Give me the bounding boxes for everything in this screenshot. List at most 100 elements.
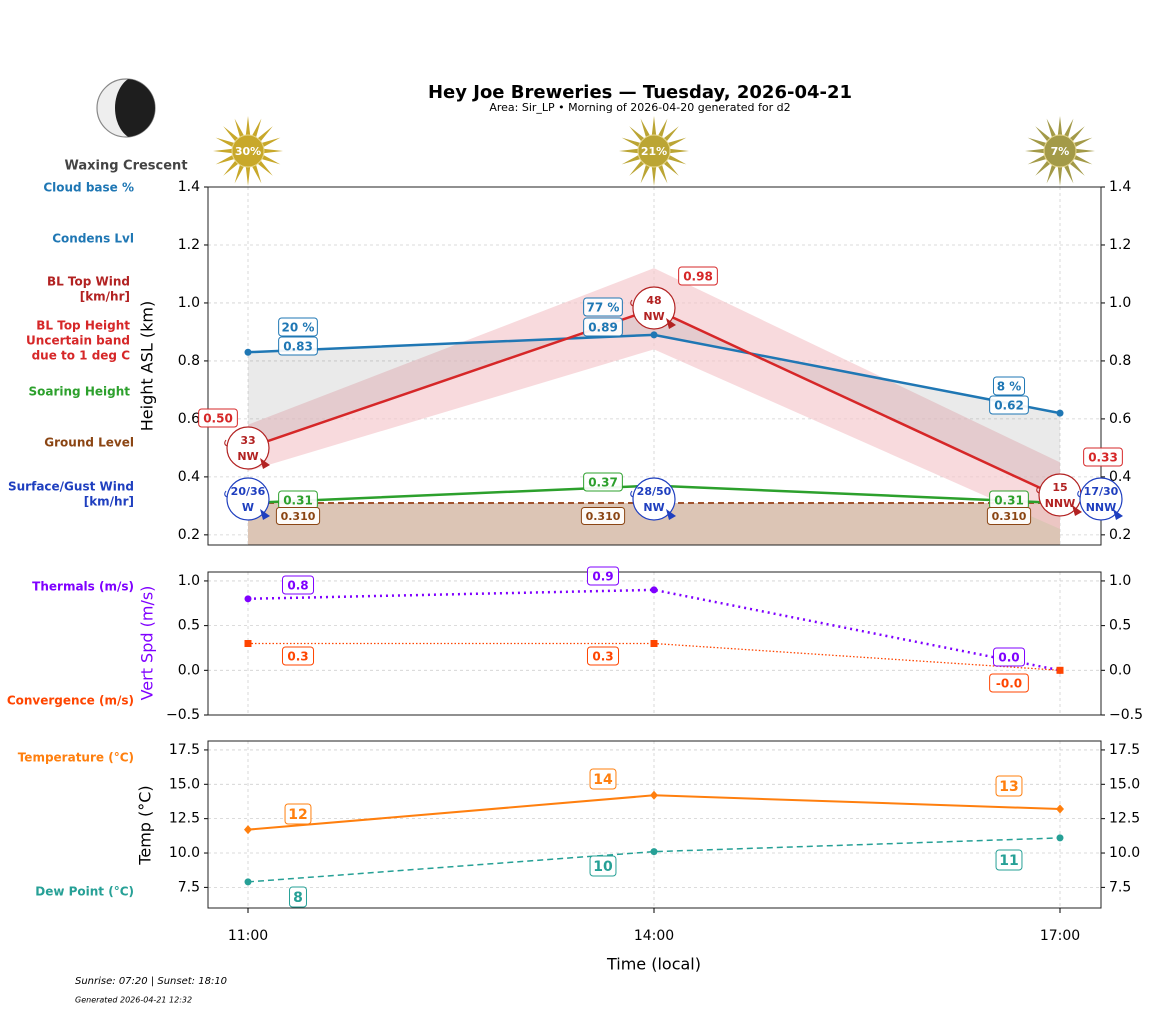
wind-circle <box>226 477 270 521</box>
surface-wind-marker: 17/30 NNW <box>1077 477 1123 521</box>
convergence-point <box>1056 666 1064 674</box>
chart-title: Hey Joe Breweries — Tuesday, 2026-04-21 <box>428 82 852 103</box>
y-tick-label-right: 0.6 <box>1109 411 1131 427</box>
temperature-point <box>650 790 658 800</box>
thermals-point <box>244 595 252 603</box>
wind-direction-text: W <box>242 501 254 514</box>
row-label-ground-level: Ground Level <box>44 436 134 450</box>
y-tick-label: 1.0 <box>178 295 200 311</box>
convergence-value-label-box <box>586 646 620 666</box>
wind-barb-icon <box>224 439 228 447</box>
wind-direction-text: NNW <box>1045 497 1076 510</box>
dew-point-point <box>244 878 252 886</box>
ground-level-value-label: 0.310 <box>986 507 1032 525</box>
wind-barb-icon <box>224 490 228 498</box>
ground-fill-area <box>248 502 1060 545</box>
row-label-bl-top-wind: BL Top Wind <box>47 275 130 289</box>
y-tick-label-right: 17.5 <box>1109 742 1140 758</box>
cloud-base-pct-label-text: 8 % <box>997 380 1022 394</box>
dew-point-value-label: 10 <box>589 855 617 877</box>
bl-top-wind-marker: 15 NNW <box>1036 473 1082 517</box>
sun-percent-label: 7% <box>1051 145 1070 158</box>
temperature-value-label-box <box>589 768 617 790</box>
convergence-value-label-box <box>989 673 1029 693</box>
sun-cloud-icon: 21% <box>619 116 689 186</box>
y-tick-label: 17.5 <box>169 742 200 758</box>
condens-level-value-label: 0.83 <box>278 336 318 356</box>
dew-point-value-label-box <box>589 855 617 877</box>
row-label-bl-top-height: due to 1 deg C <box>32 349 131 363</box>
wind-arrow-icon <box>1072 505 1082 516</box>
wind-arrow-icon <box>1113 509 1123 520</box>
thermals-value-label-box <box>586 566 620 586</box>
soaring-value-label-text: 0.31 <box>994 494 1024 508</box>
ground-level-value-label-text: 0.310 <box>281 510 316 523</box>
y-tick-label: 0.2 <box>178 527 200 543</box>
row-label-bl-top-height: BL Top Height <box>36 319 130 333</box>
temperature-value-label: 14 <box>589 768 617 790</box>
condens-level-value-label-box <box>278 336 318 356</box>
y-tick-label-right: 7.5 <box>1109 879 1131 895</box>
bl-top-value-label-box <box>198 408 238 428</box>
condens-level-point <box>1056 409 1064 417</box>
ground-level-value-label-text: 0.310 <box>586 510 621 523</box>
surface-wind-marker: 20/36 W <box>224 477 270 521</box>
sunrise-sunset-text: Sunrise: 07:20 | Sunset: 18:10 <box>75 976 227 987</box>
cloud-base-pct-label: 20 % <box>278 317 318 337</box>
thermals-point <box>650 586 658 594</box>
temperature-point <box>244 825 252 835</box>
ground-level-value-label-text: 0.310 <box>992 510 1027 523</box>
condens-level-value-label: 0.89 <box>583 317 623 337</box>
y-tick-label: 0.4 <box>178 469 200 485</box>
sun-percent-label: 30% <box>235 145 261 158</box>
convergence-value-label: 0.3 <box>281 646 315 666</box>
convergence-value-label-text: -0.0 <box>996 677 1022 691</box>
sun-percent-label: 21% <box>641 145 667 158</box>
y-tick-label-right: 10.0 <box>1109 845 1140 861</box>
wind-arrow-icon <box>260 509 270 520</box>
dew-point-value-label-text: 8 <box>293 890 303 906</box>
dew-point-point <box>1056 834 1064 842</box>
y-tick-label: 12.5 <box>169 811 200 827</box>
y-tick-label: 0.8 <box>178 353 200 369</box>
moon-shadow <box>115 79 155 137</box>
thermals-value-label-box <box>281 575 315 595</box>
cloud-overlap-area <box>248 308 1060 498</box>
dew-point-line <box>247 837 1061 883</box>
ground-level-value-label: 0.310 <box>275 507 321 525</box>
sun-disc <box>637 134 671 168</box>
condens-level-value-label: 0.62 <box>989 395 1029 415</box>
row-label-cloud-base: Cloud base % <box>43 181 134 195</box>
row-label-temperature: Temperature (°C) <box>18 751 134 765</box>
y-tick-label-right: 1.2 <box>1109 237 1131 253</box>
y-axis-label-temp: Temp (°C) <box>136 785 155 865</box>
thermals-value-label-text: 0.0 <box>998 651 1019 665</box>
moon-icon <box>96 78 156 138</box>
row-label-bl-top-height: Uncertain band <box>26 334 130 348</box>
soaring-value-label-text: 0.31 <box>283 494 313 508</box>
soaring-value-label: 0.31 <box>278 490 318 510</box>
sun-disc <box>231 134 265 168</box>
cloud-base-pct-label-text: 77 % <box>587 301 620 315</box>
row-label-dew-point: Dew Point (°C) <box>35 885 134 899</box>
wind-circle <box>632 286 676 330</box>
thermals-value-label: 0.0 <box>992 647 1026 667</box>
y-tick-label: 1.0 <box>178 573 200 589</box>
x-tick-label: 14:00 <box>634 928 674 944</box>
y-tick-label: 10.0 <box>169 845 200 861</box>
temperature-point <box>1056 804 1064 814</box>
y-tick-label: 0.6 <box>178 411 200 427</box>
wind-barb-icon <box>1077 490 1081 498</box>
wind-speed-text: 20/36 <box>231 485 266 498</box>
wind-speed-text: 48 <box>646 294 661 307</box>
bl-top-value-label-text: 0.33 <box>1088 451 1118 465</box>
convergence-value-label-box <box>281 646 315 666</box>
wind-circle <box>632 477 676 521</box>
bl-top-value-label-box <box>678 266 718 286</box>
height-panel-frame <box>207 186 1102 546</box>
dew-point-value-label-text: 11 <box>999 853 1018 869</box>
cloud-base-pct-label-box <box>278 317 318 337</box>
bl-top-value-label: 0.50 <box>198 408 238 428</box>
row-label-surface-wind: [km/hr] <box>84 495 134 509</box>
bl-top-value-label-box <box>1083 447 1123 467</box>
